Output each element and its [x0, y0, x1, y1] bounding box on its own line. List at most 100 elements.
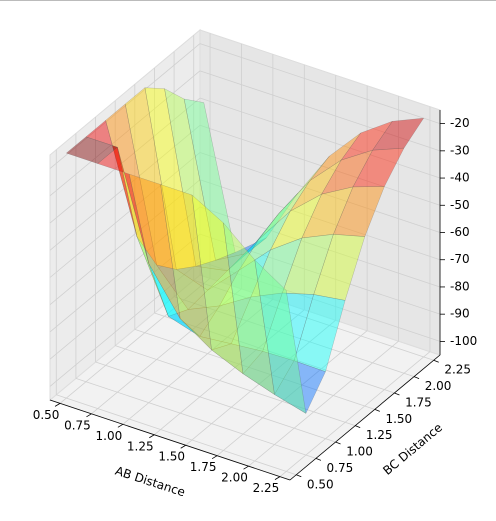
- grid-line: [115, 345, 356, 427]
- grid-line: [185, 319, 336, 446]
- grid-line: [56, 394, 297, 476]
- x-tick-label: 1.25: [127, 439, 154, 453]
- grid-line: [49, 70, 201, 197]
- y-axis: [289, 354, 441, 481]
- x-tick: [211, 455, 218, 460]
- z-tick-label: -80: [450, 279, 470, 293]
- grid-line: [75, 378, 317, 459]
- z-tick-label: -20: [450, 116, 470, 130]
- z-tick-label: -50: [450, 198, 470, 212]
- y-tick: [355, 425, 361, 429]
- surface-patch: [281, 234, 334, 295]
- surface-patch: [124, 87, 177, 270]
- surface-patch: [65, 136, 118, 164]
- surface-patch: [246, 192, 299, 254]
- surface-patch: [199, 296, 252, 345]
- surface-patch: [278, 155, 330, 215]
- surface-patch: [250, 237, 303, 298]
- surface-patch: [164, 88, 216, 267]
- grid-line: [134, 328, 375, 410]
- surface-patch: [238, 211, 291, 271]
- grid-line: [122, 298, 274, 425]
- surface-patch: [211, 343, 264, 375]
- surface-patch: [128, 173, 181, 319]
- surface-patch: [180, 318, 233, 351]
- grid-line: [199, 179, 441, 261]
- surface-patch: [183, 98, 236, 261]
- y-tick: [433, 359, 439, 363]
- x-axis-label: AB Distance: [113, 464, 187, 500]
- grid-line: [193, 279, 434, 361]
- x-tick: [180, 444, 186, 449]
- x-tick-label: 2.00: [221, 471, 248, 485]
- surface-patch: [301, 186, 354, 239]
- surface-patch: [85, 119, 138, 237]
- surface-patch: [230, 292, 283, 352]
- surface-patch: [340, 120, 393, 161]
- surface-patch: [105, 103, 157, 266]
- surface-patch: [136, 236, 189, 317]
- grid-line: [173, 296, 415, 377]
- grid-line: [199, 43, 441, 124]
- z-tick-label: -60: [450, 225, 470, 239]
- surface-patch: [175, 266, 228, 291]
- x-tick: [54, 403, 61, 407]
- surface-patch: [321, 149, 374, 195]
- surface-patch: [97, 146, 150, 264]
- surface-patch: [289, 159, 342, 212]
- z-tick-label: -100: [450, 334, 477, 348]
- x-tick-label: 0.50: [33, 408, 60, 422]
- surface-patch: [313, 234, 366, 301]
- grid-line: [49, 261, 201, 387]
- x-tick: [86, 413, 92, 418]
- grid-line: [216, 330, 368, 457]
- surface-patch: [218, 249, 272, 307]
- y-tick: [394, 392, 400, 396]
- y-tick: [315, 458, 322, 461]
- z-tick-label: -40: [450, 171, 470, 185]
- x-tick-label: 0.75: [64, 418, 91, 432]
- x-tick-label: 1.00: [96, 429, 123, 443]
- grid-line: [95, 361, 336, 443]
- grid-line: [49, 233, 201, 360]
- grid-line: [154, 312, 395, 394]
- x-axis: [49, 399, 291, 481]
- grid-line: [49, 43, 201, 169]
- grid-line: [49, 152, 201, 278]
- grid-line: [199, 261, 441, 342]
- surface-patch: [258, 180, 311, 240]
- grid-line: [91, 288, 242, 415]
- y-tick: [374, 408, 380, 412]
- y-tick: [335, 441, 341, 445]
- surface-patch: [167, 305, 220, 337]
- z-tick-label: -70: [450, 252, 470, 266]
- x-tick-label: 1.50: [158, 450, 185, 464]
- grid-line: [279, 351, 431, 477]
- y-tick: [296, 474, 302, 478]
- grid-line: [49, 97, 201, 224]
- y-tick-label: 1.00: [346, 445, 373, 459]
- x-tick: [274, 476, 281, 480]
- x-tick: [117, 423, 124, 428]
- surface-patch: [156, 264, 209, 310]
- surface-patch: [223, 222, 275, 396]
- surface-patch: [160, 184, 212, 351]
- grid-line: [199, 152, 441, 233]
- surface-patch: [195, 252, 248, 272]
- surface-patch: [309, 132, 362, 181]
- y-tick-label: 1.25: [366, 428, 393, 442]
- y-tick: [413, 376, 420, 379]
- grid-line: [199, 97, 441, 179]
- surface-patch: [191, 194, 244, 375]
- grid-line: [59, 278, 211, 404]
- surface-patch: [148, 263, 200, 337]
- y-tick-label: 0.75: [327, 461, 354, 475]
- x-tick-label: 1.75: [190, 460, 217, 474]
- grid-line: [49, 179, 201, 306]
- grid-line: [199, 124, 441, 206]
- surface-patch: [117, 147, 169, 317]
- surface-patch: [207, 239, 259, 291]
- y-tick-label: 2.00: [425, 379, 452, 393]
- y-tick-label: 2.25: [444, 363, 471, 377]
